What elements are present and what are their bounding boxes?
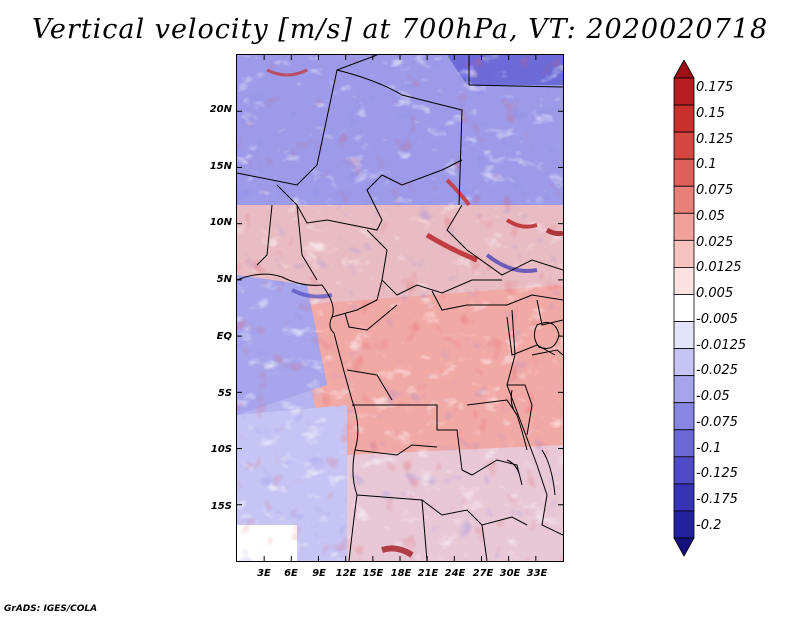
colorbar-segment xyxy=(673,158,695,187)
lon-tick-label: 30E xyxy=(499,568,521,579)
lat-tick-label: 15S xyxy=(210,501,232,512)
colorbar-label: 0.0125 xyxy=(696,260,742,275)
colorbar-segment xyxy=(673,77,695,106)
lake-mweru xyxy=(506,459,520,474)
colorbar-label: 0.075 xyxy=(696,183,734,198)
colorbar-label: 0.1 xyxy=(696,157,717,172)
colorbar-label: -0.2 xyxy=(696,518,722,533)
lon-tick-label: 12E xyxy=(335,568,357,579)
colorbar-label: 0.15 xyxy=(696,106,725,121)
lake-outlines xyxy=(506,322,560,496)
colorbar-segment xyxy=(673,104,695,133)
colorbar-segment xyxy=(673,239,695,268)
colorbar-label: 0.125 xyxy=(696,132,734,147)
colorbar-segment xyxy=(673,375,695,404)
lake-victoria xyxy=(533,322,560,349)
colorbar-label: 0.025 xyxy=(696,235,734,250)
lon-tick-label: 15E xyxy=(362,568,384,579)
lat-tick-label: 10N xyxy=(209,217,232,228)
rising-streak xyxy=(505,218,538,229)
colorbar-segment xyxy=(673,483,695,512)
rising-streak xyxy=(381,545,414,558)
country-boundaries xyxy=(237,55,563,561)
colorbar-label: -0.005 xyxy=(696,312,738,327)
colorbar-segment xyxy=(673,267,695,295)
colorbar-label: 0.005 xyxy=(696,286,734,301)
lon-tick-label: 6E xyxy=(284,568,298,579)
sinking-streak xyxy=(485,253,538,273)
grads-credit: GrADS: IGES/COLA xyxy=(4,604,98,614)
rising-streak xyxy=(545,227,563,237)
lake-tanganyika xyxy=(510,389,528,451)
colorbar-label: -0.025 xyxy=(696,363,738,378)
colorbar-label: -0.05 xyxy=(696,389,730,404)
colorbar-segment xyxy=(673,185,695,214)
lon-tick-label: 3E xyxy=(257,568,271,579)
colorbar-segment xyxy=(673,321,695,349)
colorbar-segment xyxy=(673,294,695,322)
lake-malawi xyxy=(541,449,556,496)
map-plot-area xyxy=(236,54,564,562)
rising-streak xyxy=(445,178,471,207)
lat-tick-label: 10S xyxy=(210,444,232,455)
colorbar-segment xyxy=(673,456,695,485)
colorbar-label: -0.175 xyxy=(696,492,738,507)
lon-tick-label: 24E xyxy=(444,568,466,579)
colorbar-label: -0.075 xyxy=(696,415,738,430)
colorbar-segment xyxy=(673,348,695,377)
lon-tick-label: 33E xyxy=(526,568,548,579)
lat-tick-label: 5N xyxy=(216,274,232,285)
colorbar-label: -0.1 xyxy=(696,441,722,456)
lon-tick-label: 21E xyxy=(417,568,439,579)
colorbar-segment xyxy=(673,429,695,458)
lat-tick-label: EQ xyxy=(216,331,232,342)
colorbar-segment xyxy=(673,510,695,539)
colorbar-max-arrow xyxy=(673,60,695,79)
field-texture-sinking xyxy=(237,55,563,561)
colorbar-segment xyxy=(673,212,695,241)
chart-title: Vertical velocity [m/s] at 700hPa, VT: 2… xyxy=(31,14,769,45)
lat-tick-label: 20N xyxy=(209,104,232,115)
colorbar-label: 0.05 xyxy=(696,209,725,224)
colorbar-label: -0.125 xyxy=(696,466,738,481)
colorbar-label: 0.175 xyxy=(696,80,734,95)
colorbar xyxy=(673,60,695,557)
lon-tick-label: 18E xyxy=(390,568,412,579)
colorbar-min-arrow xyxy=(673,537,695,557)
lon-tick-label: 9E xyxy=(312,568,326,579)
colorbar-segment xyxy=(673,402,695,431)
lon-tick-label: 27E xyxy=(472,568,494,579)
lat-tick-label: 15N xyxy=(209,161,232,172)
rising-streak xyxy=(266,68,308,77)
colorbar-label: -0.0125 xyxy=(696,338,747,353)
rising-streak xyxy=(425,232,478,263)
colorbar-segment xyxy=(673,131,695,160)
lat-tick-label: 5S xyxy=(217,388,232,399)
velocity-field-map xyxy=(237,55,563,561)
